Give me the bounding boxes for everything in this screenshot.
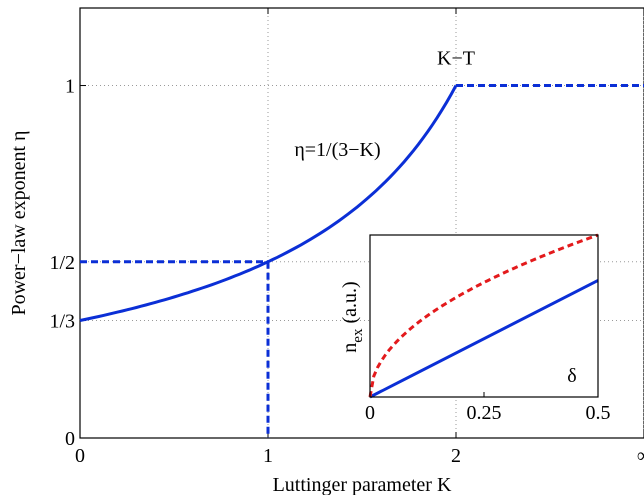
- inset-ylabel-subscript: ex: [350, 328, 366, 343]
- main-series-group: [79, 84, 644, 438]
- main-axis-ticks: 0 1 2 ∞ 0 1/3 1/2 1: [49, 8, 644, 467]
- x-tick-label: ∞: [637, 445, 644, 467]
- main-plot: 0 1 2 ∞ 0 1/3 1/2 1 η=1/(3−K) K−T Luttinger para…: [8, 7, 644, 495]
- inset-ylabel-units: (a.u.): [339, 281, 361, 328]
- inset-background: [370, 235, 598, 397]
- inset-x-tick-label: 0.25: [467, 402, 502, 424]
- inset-y-label-text: nex (a.u.): [339, 281, 366, 352]
- y-axis-label: Power−law exponent η: [8, 130, 30, 315]
- y-tick-label: 1/3: [49, 311, 75, 333]
- inset-plot: 0 0.25 0.5 δ nex (a.u.): [339, 233, 611, 424]
- inset-x-tick-label: 0.5: [586, 402, 611, 424]
- annotation-label: K−T: [437, 47, 475, 69]
- y-tick-label: 1: [65, 76, 75, 98]
- y-tick-label: 1/2: [49, 252, 75, 274]
- inset-x-tick-label: 0: [365, 402, 375, 424]
- main-plot-frame: [79, 7, 644, 439]
- inset-dashed-curve: [368, 233, 599, 398]
- inset-axis-ticks: 0 0.25 0.5: [365, 392, 611, 424]
- inset-x-axis-label: δ: [567, 365, 576, 387]
- x-tick-label: 0: [75, 445, 85, 467]
- inset-linear-line: [369, 279, 599, 399]
- main-annotations: η=1/(3−K) K−T: [294, 47, 475, 161]
- x-tick-label: 1: [263, 445, 273, 467]
- inset-series-group: [368, 233, 599, 399]
- annotation-label: η=1/(3−K): [294, 139, 380, 161]
- inset-y-axis-label: nex (a.u.): [339, 281, 366, 352]
- x-axis-label: Luttinger parameter K: [273, 474, 452, 495]
- y-tick-label: 0: [65, 428, 75, 450]
- inset-ylabel-base: n: [339, 343, 361, 353]
- x-tick-label: 2: [451, 445, 461, 467]
